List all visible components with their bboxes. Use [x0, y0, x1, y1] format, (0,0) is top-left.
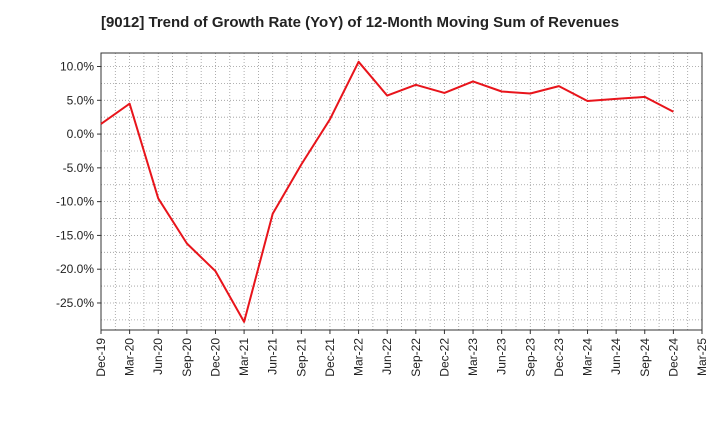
y-tick-label: -10.0%	[56, 195, 94, 209]
y-tick-label: 10.0%	[60, 60, 94, 74]
x-tick-label: Sep-24	[638, 338, 652, 377]
x-tick-label: Mar-23	[466, 338, 480, 376]
x-tick-label: Jun-24	[609, 338, 623, 375]
x-tick-label: Mar-22	[352, 338, 366, 376]
x-tick-label: Jun-23	[495, 338, 509, 375]
y-tick-label: -5.0%	[63, 161, 95, 175]
x-tick-label: Mar-25	[695, 338, 709, 376]
x-tick-label: Dec-22	[437, 338, 451, 377]
x-tick-label: Dec-24	[666, 338, 680, 377]
x-tick-label: Dec-23	[552, 338, 566, 377]
x-tick-label: Dec-21	[323, 338, 337, 377]
y-tick-label: -20.0%	[56, 262, 94, 276]
x-tick-label: Jun-22	[380, 338, 394, 375]
x-tick-label: Jun-21	[266, 338, 280, 375]
y-tick-label: 5.0%	[67, 93, 95, 107]
x-tick-label: Mar-24	[581, 338, 595, 376]
x-tick-label: Dec-19	[94, 338, 108, 377]
y-tick-label: 0.0%	[67, 127, 95, 141]
plot-frame	[100, 52, 703, 331]
y-tick-label: -15.0%	[56, 228, 94, 242]
x-tick-label: Mar-20	[123, 338, 137, 376]
x-tick-label: Mar-21	[237, 338, 251, 376]
x-tick-label: Sep-21	[294, 338, 308, 377]
x-tick-label: Sep-20	[180, 338, 194, 377]
x-tick-label: Sep-22	[409, 338, 423, 377]
x-tick-label: Dec-20	[208, 338, 222, 377]
chart-title: [9012] Trend of Growth Rate (YoY) of 12-…	[100, 14, 620, 31]
x-tick-label: Jun-20	[151, 338, 165, 375]
x-tick-label: Sep-23	[523, 338, 537, 377]
y-tick-label: -25.0%	[56, 296, 94, 310]
